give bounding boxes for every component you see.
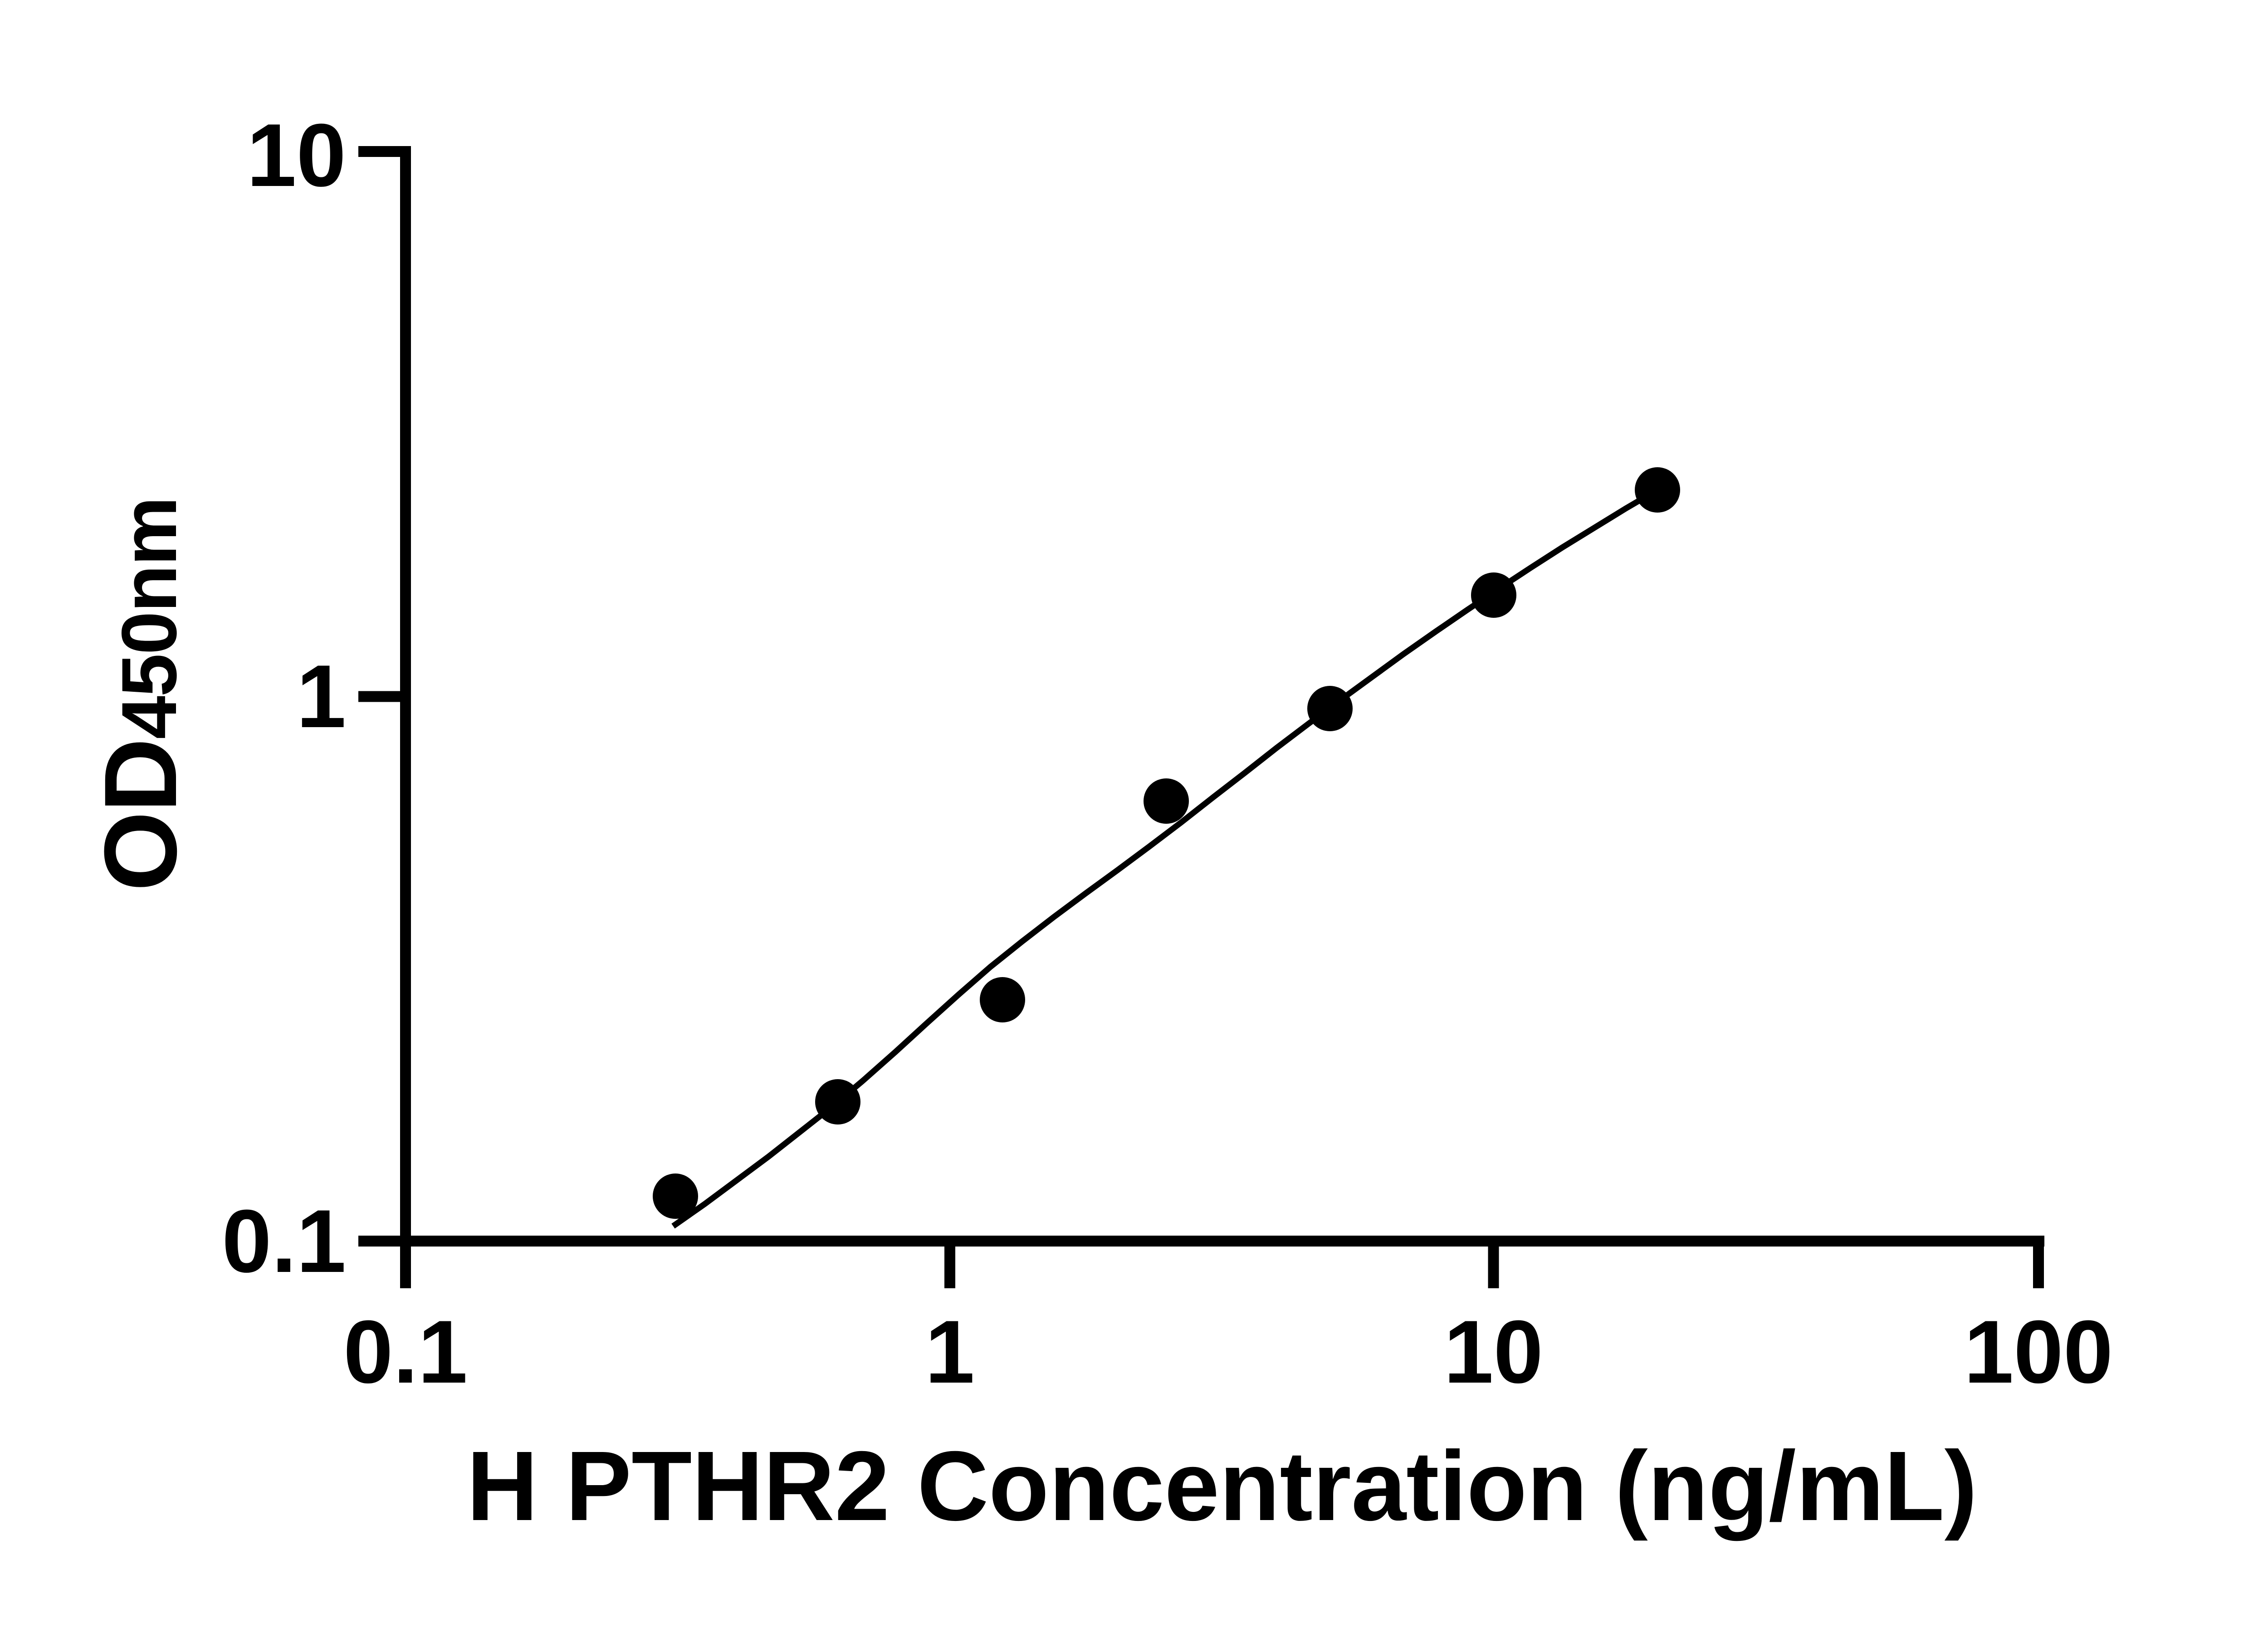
svg-text:10: 10 [247, 105, 346, 205]
svg-text:H PTHR2 Concentration (ng/mL): H PTHR2 Concentration (ng/mL) [467, 1431, 1977, 1541]
svg-text:OD450nm: OD450nm [83, 498, 198, 891]
svg-text:10: 10 [1444, 1302, 1543, 1402]
svg-text:100: 100 [1964, 1302, 2113, 1402]
svg-text:1: 1 [296, 646, 346, 746]
svg-text:0.1: 0.1 [222, 1191, 346, 1291]
svg-text:1: 1 [925, 1302, 975, 1402]
svg-text:0.1: 0.1 [343, 1302, 468, 1402]
